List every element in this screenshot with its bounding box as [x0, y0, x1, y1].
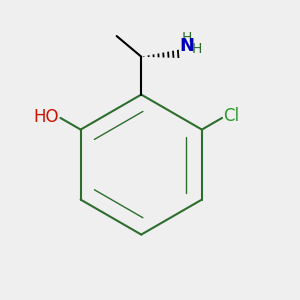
Text: HO: HO	[34, 108, 59, 126]
Text: Cl: Cl	[224, 107, 240, 125]
Text: N: N	[179, 38, 194, 56]
Text: H: H	[181, 31, 192, 45]
Text: H: H	[191, 42, 202, 56]
